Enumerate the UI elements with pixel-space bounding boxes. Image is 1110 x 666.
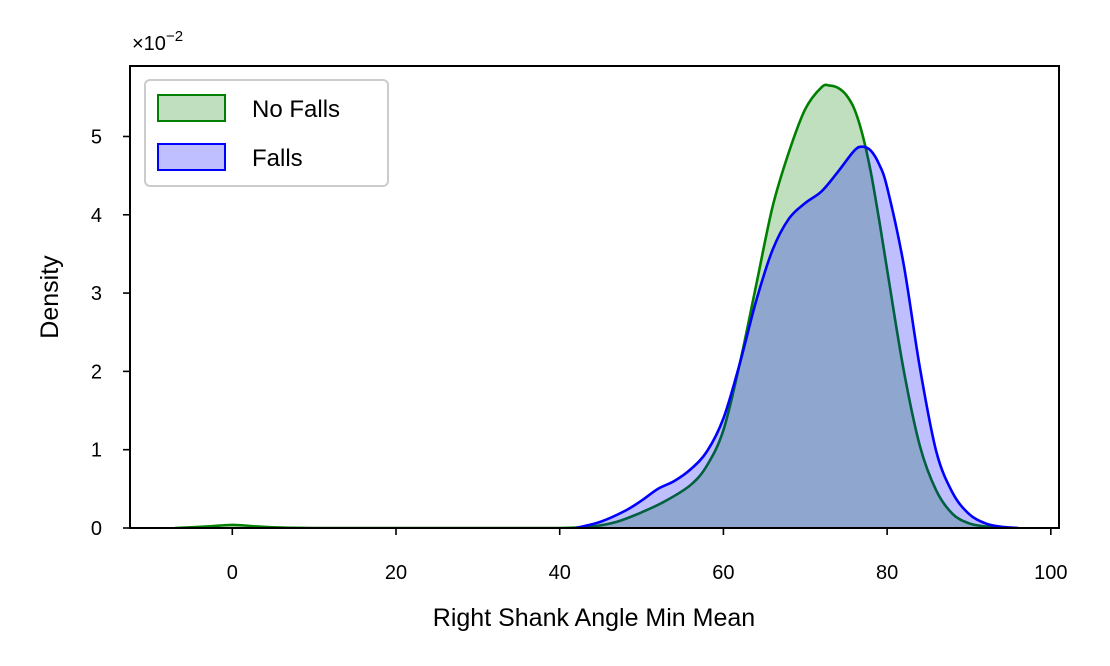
plot-area (174, 83, 1019, 528)
x-tick-label: 0 (227, 562, 238, 584)
legend-swatch-no-falls (157, 94, 226, 122)
y-tick-label: 5 (91, 126, 102, 148)
x-tick-label: 80 (876, 562, 898, 584)
density-area-no-falls (175, 84, 1019, 528)
x-tick-label: 60 (712, 562, 734, 584)
axes-frame (129, 65, 1060, 529)
axes: 0 20 40 60 80 100 0 1 2 3 4 5 (91, 65, 1068, 584)
y-offset-exponent: −2 (166, 28, 183, 45)
x-tick-label: 100 (1034, 562, 1067, 584)
x-tick-label: 40 (549, 562, 571, 584)
legend: No Falls Falls (144, 79, 389, 187)
x-tick-label: 20 (385, 562, 407, 584)
x-axis-label: Right Shank Angle Min Mean (433, 604, 755, 632)
legend-swatch-falls (157, 143, 226, 171)
y-tick-label: 3 (91, 283, 102, 305)
legend-label-falls: Falls (252, 145, 303, 172)
y-tick-label: 1 (91, 440, 102, 462)
y-axis-label: Density (36, 255, 64, 339)
legend-label-no-falls: No Falls (252, 96, 340, 123)
density-line-no-falls (174, 83, 1019, 528)
y-tick-label: 2 (91, 361, 102, 383)
y-offset-base: ×10 (132, 33, 166, 55)
series-group (174, 83, 1019, 528)
y-tick-label: 4 (91, 205, 102, 227)
density-line-falls (575, 145, 1019, 528)
y-tick-label: 0 (91, 518, 102, 540)
y-offset-text: ×10−2 (132, 28, 183, 55)
legend-frame (144, 79, 389, 187)
density-area-falls (576, 146, 1019, 528)
